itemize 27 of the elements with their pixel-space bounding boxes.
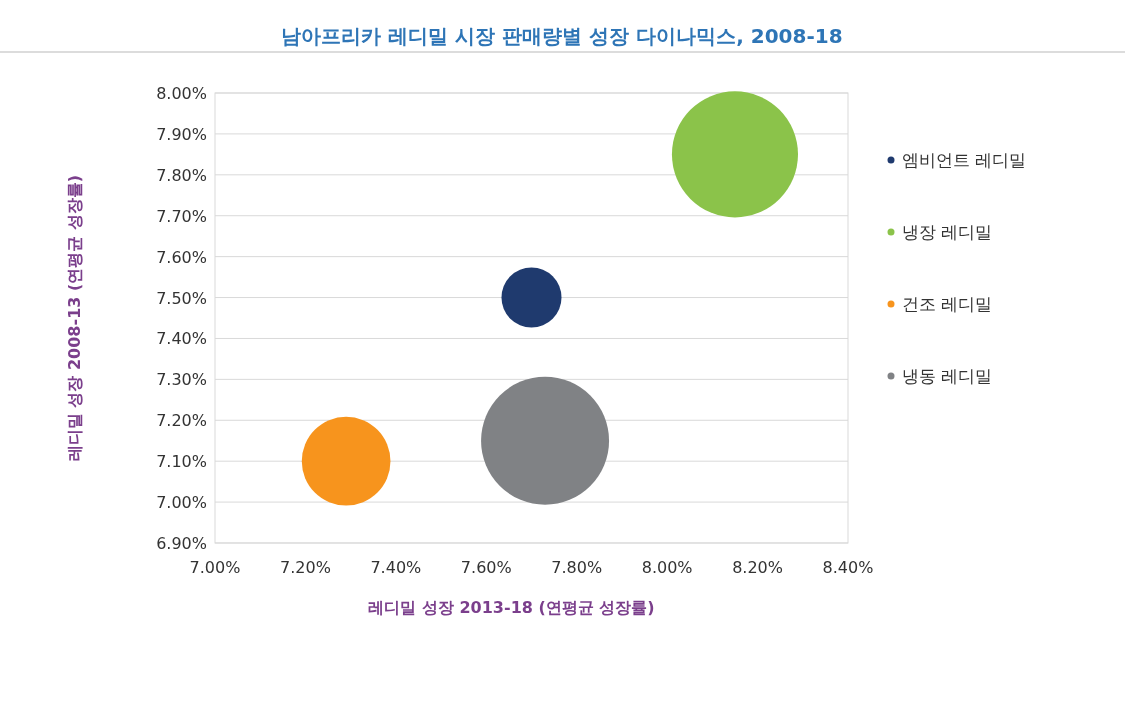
legend-label: 냉동 레디밀 [902,366,993,386]
y-tick-label: 7.90% [156,124,207,144]
x-tick-label: 7.60% [460,558,512,577]
legend-label: 냉장 레디밀 [902,222,993,242]
y-tick-label: 7.60% [156,247,207,267]
y-tick-label: 7.80% [156,165,207,185]
x-tick-label: 7.80% [551,558,603,577]
y-tick-label: 7.40% [156,329,207,349]
x-tick-label: 8.00% [641,558,693,577]
y-tick-label: 7.50% [156,288,207,308]
chart-title: 남아프리카 레디밀 시장 판매량별 성장 다이나믹스, 2008-18 [281,24,843,48]
x-tick-label: 7.40% [370,558,422,577]
x-tick-label: 7.00% [189,558,241,577]
x-axis-title: 레디밀 성장 2013-18 (연평균 성장률) [368,598,655,617]
y-tick-label: 7.30% [156,370,207,390]
y-tick-label: 6.90% [156,534,207,553]
legend-label: 건조 레디밀 [902,294,993,314]
y-tick-label: 7.00% [156,493,207,513]
x-tick-label: 8.40% [822,558,874,577]
y-tick-label: 7.20% [156,411,207,431]
x-tick-label: 7.20% [280,558,331,577]
y-tick-label: 7.70% [156,206,207,226]
y-tick-label: 7.10% [156,452,207,472]
y-axis-title: 레디밀 성장 2008-13 (연평균 성장률) [65,174,84,462]
legend-label: 엠비언트 레디밀 [902,150,1027,170]
y-tick-label: 8.00% [156,84,207,103]
x-tick-label: 8.20% [732,558,783,577]
